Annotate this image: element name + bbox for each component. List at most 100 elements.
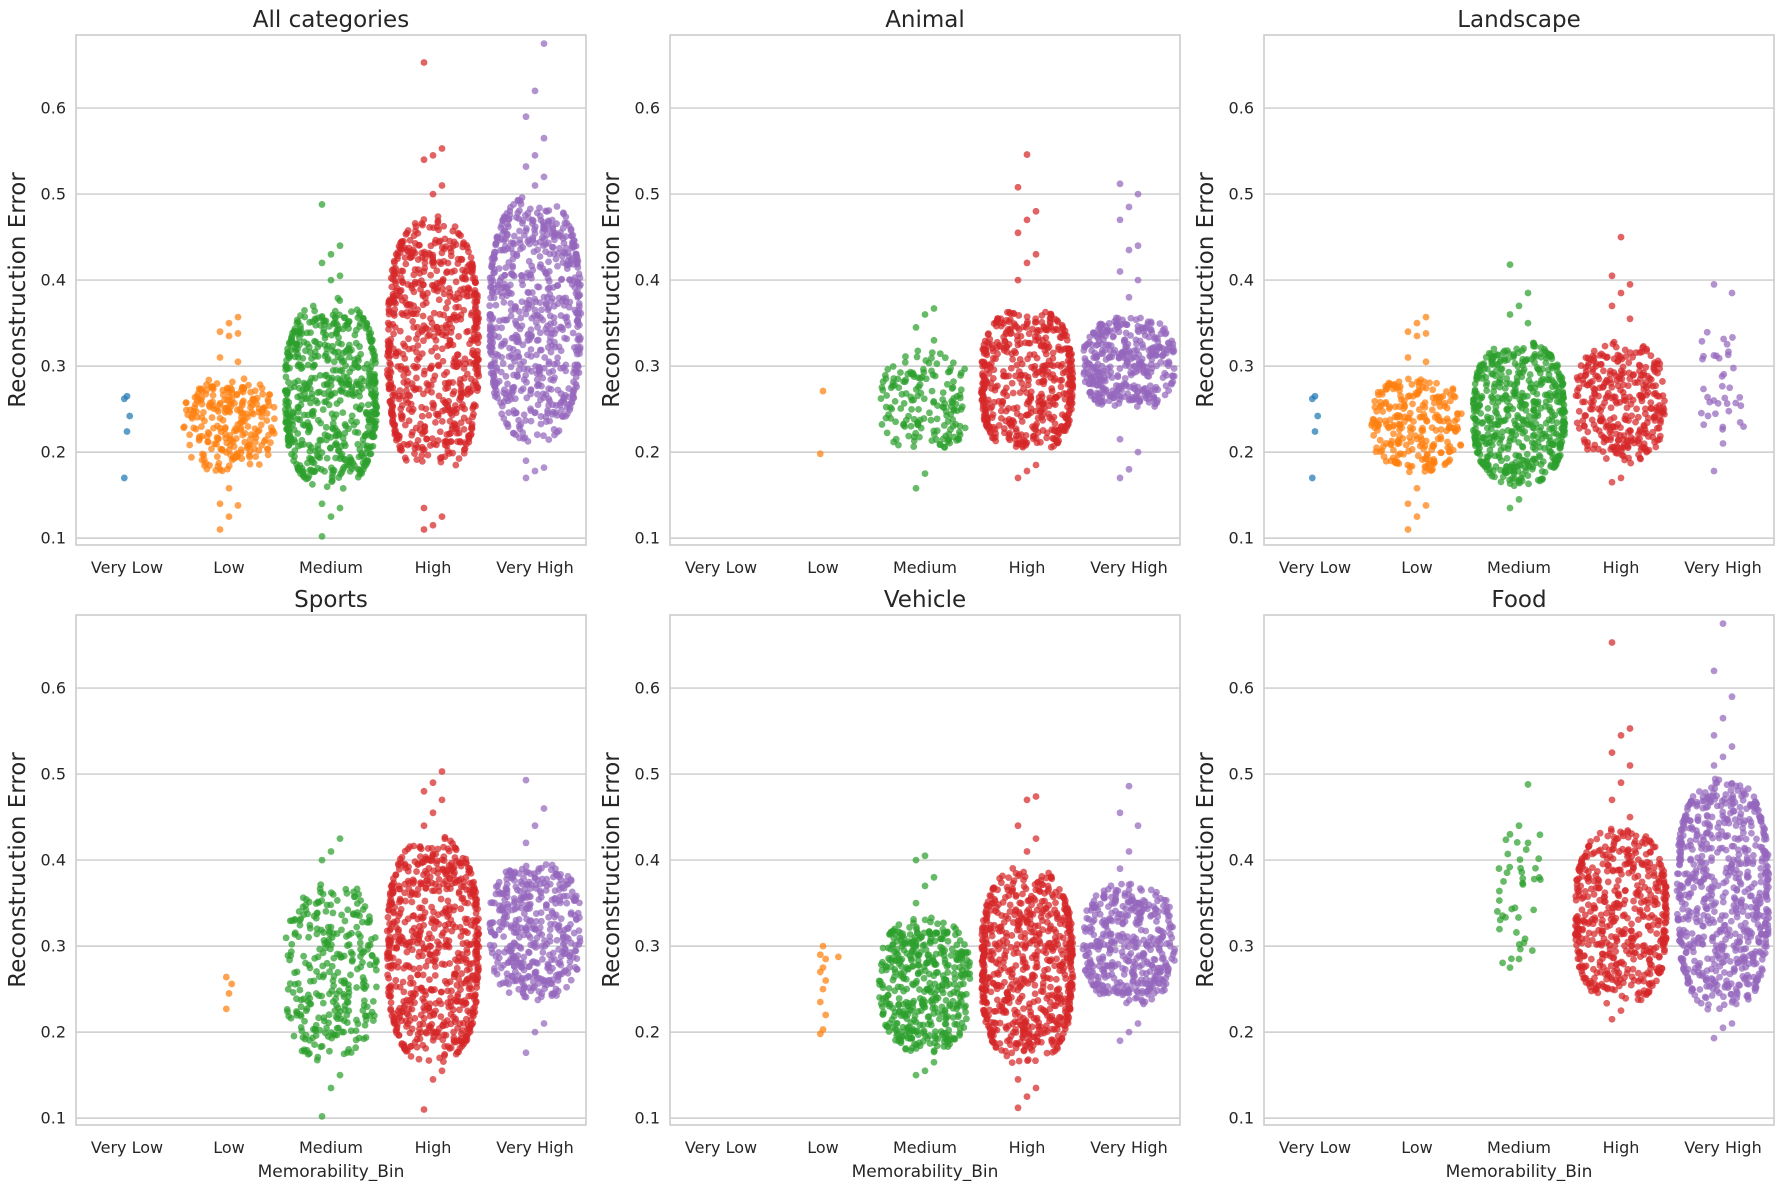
data-point (126, 412, 134, 420)
data-point (1544, 366, 1552, 374)
data-point (406, 440, 414, 448)
data-point (1471, 415, 1479, 423)
data-point (1413, 332, 1421, 340)
data-point (495, 333, 503, 341)
data-point (1622, 397, 1630, 405)
data-point (949, 359, 957, 367)
data-point (1036, 368, 1043, 376)
data-point (904, 370, 912, 378)
data-point (289, 989, 297, 996)
data-point (473, 291, 481, 299)
data-point (1417, 376, 1425, 384)
data-point (432, 418, 439, 426)
data-point (459, 243, 467, 251)
data-point (497, 246, 505, 254)
data-point (429, 190, 437, 198)
y-tick-label: 0.2 (41, 443, 66, 462)
data-point (1653, 392, 1661, 400)
data-point (1718, 382, 1726, 390)
data-point (1617, 289, 1625, 297)
data-point (1308, 474, 1316, 482)
y-tick-label: 0.6 (41, 99, 66, 118)
data-point (1531, 412, 1539, 419)
data-point (322, 423, 330, 431)
data-point (1038, 318, 1046, 326)
data-point (568, 232, 576, 240)
data-point (302, 896, 310, 903)
data-point (344, 1049, 351, 1056)
data-point (545, 207, 553, 214)
data-point (338, 911, 346, 919)
data-point (389, 409, 396, 417)
data-point (264, 445, 272, 453)
data-point (1495, 453, 1503, 461)
data-point (1535, 452, 1543, 459)
data-point (305, 472, 313, 480)
data-point (1125, 203, 1133, 211)
data-point (1023, 259, 1031, 267)
data-point (329, 909, 337, 917)
data-point (558, 252, 566, 260)
data-point (394, 291, 401, 299)
data-point (1424, 451, 1431, 459)
data-point (287, 339, 295, 347)
data-point (1483, 466, 1491, 474)
data-point (1032, 461, 1040, 469)
data-point (1560, 414, 1568, 422)
series-medium (877, 305, 969, 492)
data-point (1416, 442, 1424, 450)
data-point (1396, 450, 1404, 458)
data-point (336, 397, 344, 404)
data-point (301, 381, 309, 389)
data-point (1710, 352, 1718, 359)
data-point (1116, 474, 1124, 482)
data-point (1418, 426, 1426, 434)
data-point (1136, 397, 1144, 405)
data-point (333, 990, 341, 998)
data-point (318, 897, 326, 905)
data-point (552, 255, 560, 263)
data-point (1437, 433, 1444, 441)
data-point (341, 455, 348, 463)
data-point (350, 893, 358, 901)
data-point (296, 462, 304, 469)
data-point (322, 350, 330, 358)
data-point (224, 465, 231, 473)
data-point (1404, 354, 1412, 361)
data-point (540, 222, 548, 229)
data-point (323, 381, 331, 389)
data-point (390, 422, 398, 430)
data-point (1501, 468, 1509, 476)
data-point (1311, 392, 1319, 400)
data-point (1083, 365, 1090, 373)
data-point (401, 294, 409, 301)
data-point (297, 312, 304, 319)
data-point (345, 353, 353, 361)
data-point (1488, 370, 1496, 378)
data-point (1647, 352, 1655, 360)
data-point (373, 983, 380, 991)
data-point (357, 953, 364, 960)
data-point (900, 420, 908, 428)
data-point (1108, 374, 1116, 381)
data-point (429, 404, 437, 412)
data-point (249, 396, 257, 403)
data-point (958, 403, 966, 411)
data-point (1511, 360, 1519, 367)
data-point (1105, 320, 1113, 327)
data-point (304, 991, 312, 999)
data-point (1606, 370, 1614, 378)
data-point (1385, 405, 1393, 412)
series-high (383, 59, 483, 533)
data-point (1034, 414, 1042, 422)
data-point (534, 323, 541, 331)
data-point (464, 263, 472, 270)
data-point (524, 437, 532, 445)
data-point (1445, 424, 1453, 432)
data-point (1516, 402, 1524, 410)
data-point (317, 419, 325, 427)
data-point (436, 258, 443, 266)
y-tick-label: 0.4 (635, 271, 660, 290)
data-point (1059, 325, 1067, 333)
data-point (397, 239, 404, 247)
